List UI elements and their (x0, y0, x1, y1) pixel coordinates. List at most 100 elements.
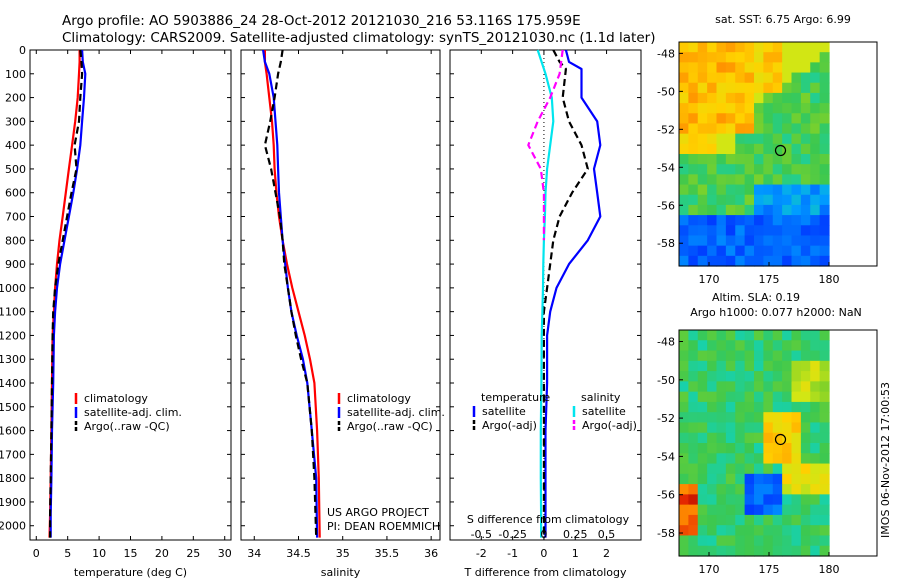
map-cell (791, 235, 802, 247)
map-cell (763, 412, 774, 424)
map-cell (800, 350, 811, 362)
map-cell (735, 174, 746, 186)
difference-series-line (542, 49, 589, 538)
map-cell (772, 133, 783, 145)
map-cell (800, 62, 811, 74)
map-cell (725, 330, 736, 341)
map-cell (810, 360, 821, 372)
map-cell (763, 215, 774, 226)
map-cell (800, 103, 811, 114)
map-cell (772, 164, 783, 175)
map-cell (716, 453, 727, 465)
map-cell (697, 42, 708, 53)
sla-map-subtitle: Argo h1000: 0.077 h2000: NaN (690, 306, 862, 319)
map-cell (735, 473, 746, 485)
map-cell (688, 401, 699, 413)
map-cell (800, 92, 811, 104)
map-cell (725, 215, 736, 226)
map-cell (697, 154, 708, 165)
map-cell (744, 484, 755, 495)
map-cell (800, 194, 811, 206)
x-tick-label: 35 (336, 547, 350, 560)
map-cell (754, 330, 764, 341)
map-cell (735, 381, 746, 393)
map-cell (754, 401, 764, 413)
map-cell (716, 350, 727, 362)
map-cell (735, 463, 746, 475)
map-cell (725, 42, 736, 53)
map-cell (791, 525, 802, 537)
map-cell (679, 255, 689, 267)
map-y-tick-label: -48 (657, 47, 675, 60)
map-cell (679, 494, 689, 506)
map-cell (754, 245, 764, 257)
map-cell (763, 154, 774, 165)
x-tick-label: 36 (424, 547, 438, 560)
map-cell (744, 453, 755, 465)
map-cell (679, 82, 689, 94)
map-cell (716, 545, 727, 557)
map-cell (688, 535, 699, 547)
map-grid-cells (679, 42, 830, 267)
map-cell (725, 62, 736, 74)
map-cell (725, 154, 736, 165)
map-cell (688, 174, 699, 186)
map-cell (707, 545, 718, 557)
map-cell (754, 255, 764, 267)
map-cell (725, 432, 736, 444)
map-cell (754, 133, 764, 145)
map-cell (688, 215, 699, 226)
x-tick-label: 0 (33, 547, 40, 560)
map-cell (810, 443, 821, 454)
map-cell (810, 371, 821, 382)
map-cell (716, 103, 727, 114)
map-cell (819, 494, 830, 506)
map-cell (679, 432, 689, 444)
map-cell (810, 255, 821, 267)
map-cell (707, 184, 718, 196)
map-y-tick-label: -56 (657, 489, 675, 502)
map-cell (754, 194, 764, 206)
map-cell (754, 215, 764, 226)
map-cell (735, 82, 746, 94)
map-cell (782, 453, 793, 465)
timestamp-side-label: IMOS 06-Nov-2012 17:00:53 (879, 382, 892, 538)
map-cell (754, 123, 764, 135)
map-cell (754, 504, 764, 516)
map-cell (782, 113, 793, 125)
map-cell (763, 184, 774, 196)
map-cell (735, 235, 746, 247)
map-cell (754, 92, 764, 104)
map-y-tick-label: -54 (657, 161, 675, 174)
map-cell (725, 463, 736, 475)
map-cell (735, 443, 746, 454)
difference-series-line (536, 49, 555, 538)
map-cell (819, 72, 830, 84)
legend-label: Argo(..raw -QC) (347, 420, 433, 433)
map-cell (800, 143, 811, 155)
map-cell (754, 391, 764, 403)
map-cell (772, 473, 783, 485)
map-cell (754, 412, 764, 424)
map-cell (707, 42, 718, 53)
map-cell (763, 62, 774, 74)
map-cell (782, 164, 793, 175)
map-cell (725, 545, 736, 557)
map-cell (707, 494, 718, 506)
map-cell (791, 174, 802, 186)
map-cell (763, 504, 774, 516)
map-cell (763, 235, 774, 247)
map-cell (763, 340, 774, 352)
map-cell (688, 92, 699, 104)
map-cell (810, 422, 821, 434)
map-cell (791, 245, 802, 257)
map-cell (763, 164, 774, 175)
map-cell (688, 484, 699, 495)
y-tick-label: 300 (5, 115, 26, 128)
map-cell (800, 215, 811, 226)
map-cell (697, 432, 708, 444)
map-cell (688, 204, 699, 216)
map-cell (679, 113, 689, 125)
map-cell (791, 391, 802, 403)
map-cell (707, 164, 718, 175)
